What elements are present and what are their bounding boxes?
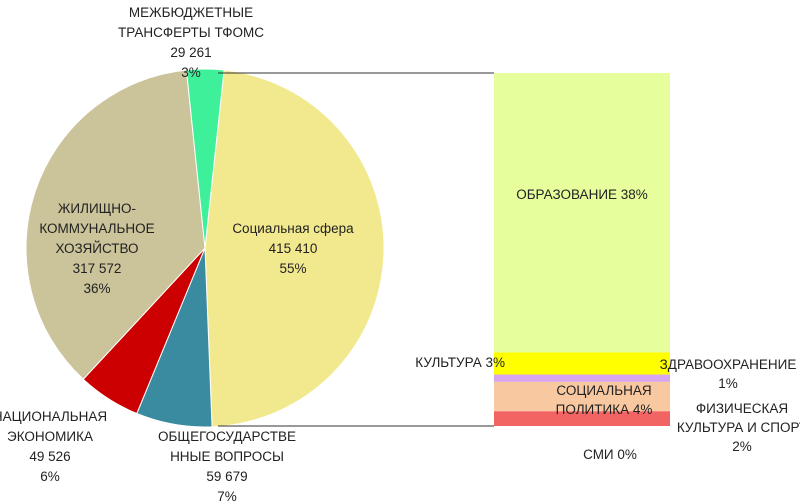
pie-label-housing: ЖИЛИЩНО- КОММУНАЛЬНОЕ ХОЗЯЙСТВО 317 572 36% <box>39 201 154 296</box>
bar-segment-health <box>494 374 670 382</box>
bar-label-health-line: ЗДРАВООХРАНЕНИЕ <box>660 357 797 372</box>
bar-segment-education <box>494 73 670 353</box>
bar-segment-culture <box>494 352 670 375</box>
pie-slice-transfers <box>185 68 225 249</box>
pie-label-housing-line: КОММУНАЛЬНОЕ <box>39 221 154 236</box>
pie-label-general: ОБЩЕГОСУДАРСТВЕ ННЫЕ ВОПРОСЫ 59 679 7% <box>158 429 296 501</box>
pie-label-economy-line: 6% <box>40 469 60 484</box>
pie-slice-social <box>204 69 385 428</box>
pie-label-housing-line: ХОЗЯЙСТВО <box>55 241 138 256</box>
pie-label-social-line: Социальная сфера <box>232 221 354 236</box>
pie-label-economy: НАЦИОНАЛЬНАЯ ЭКОНОМИКА 49 526 6% <box>0 409 107 484</box>
pie-label-transfers-line: 3% <box>181 65 201 80</box>
pie-label-housing-line: ЖИЛИЩНО- <box>58 201 136 216</box>
bar-label-media: СМИ 0% <box>583 447 637 462</box>
pie-label-housing-line: 36% <box>83 281 110 296</box>
bar-label-health: ЗДРАВООХРАНЕНИЕ 1% <box>660 357 797 391</box>
pie-label-economy-line: 49 526 <box>29 449 70 464</box>
bar-label-sport: ФИЗИЧЕСКАЯ КУЛЬТУРА И СПОРТ 2% <box>677 401 800 454</box>
bar-label-sport-line: ФИЗИЧЕСКАЯ <box>696 401 788 416</box>
pie-label-social-line: 415 410 <box>269 241 318 256</box>
pie-label-general-line: ОБЩЕГОСУДАРСТВЕ <box>158 429 296 444</box>
bar-label-culture-line: КУЛЬТУРА 3% <box>415 355 505 370</box>
bar-label-education-line: ОБРАЗОВАНИЕ 38% <box>516 187 648 202</box>
bar-label-social_policy: СОЦИАЛЬНАЯ ПОЛИТИКА 4% <box>556 383 653 417</box>
bar-label-culture: КУЛЬТУРА 3% <box>415 355 505 370</box>
pie-label-general-line: 7% <box>217 489 237 501</box>
pie-label-transfers: МЕЖБЮДЖЕТНЫЕ ТРАНСФЕРТЫ ТФОМС 29 261 3% <box>118 5 264 80</box>
bar-label-sport-line: КУЛЬТУРА И СПОРТ <box>677 420 800 435</box>
pie-label-economy-line: НАЦИОНАЛЬНАЯ <box>0 409 107 424</box>
pie-label-general-line: 59 679 <box>206 469 247 484</box>
bar-label-social_policy-line: СОЦИАЛЬНАЯ <box>556 383 651 398</box>
pie-label-general-line: ННЫЕ ВОПРОСЫ <box>170 449 284 464</box>
bar-label-sport-line: 2% <box>732 439 752 454</box>
pie-label-transfers-line: ТРАНСФЕРТЫ ТФОМС <box>118 25 264 40</box>
bar-label-media-line: СМИ 0% <box>583 447 637 462</box>
bar-label-social_policy-line: ПОЛИТИКА 4% <box>556 402 653 417</box>
pie-label-economy-line: ЭКОНОМИКА <box>7 429 93 444</box>
bar-label-health-line: 1% <box>718 376 738 391</box>
pie-label-transfers-line: 29 261 <box>170 45 211 60</box>
pie-label-housing-line: 317 572 <box>73 261 122 276</box>
pie-label-social-line: 55% <box>279 261 306 276</box>
pie-label-social: Социальная сфера 415 410 55% <box>232 221 354 276</box>
pie-label-transfers-line: МЕЖБЮДЖЕТНЫЕ <box>129 5 253 20</box>
pie-slice-housing <box>25 69 206 380</box>
bar-segment-sport <box>494 411 670 426</box>
bar-segment-social_policy <box>494 381 670 412</box>
bar-label-education: ОБРАЗОВАНИЕ 38% <box>516 187 648 202</box>
